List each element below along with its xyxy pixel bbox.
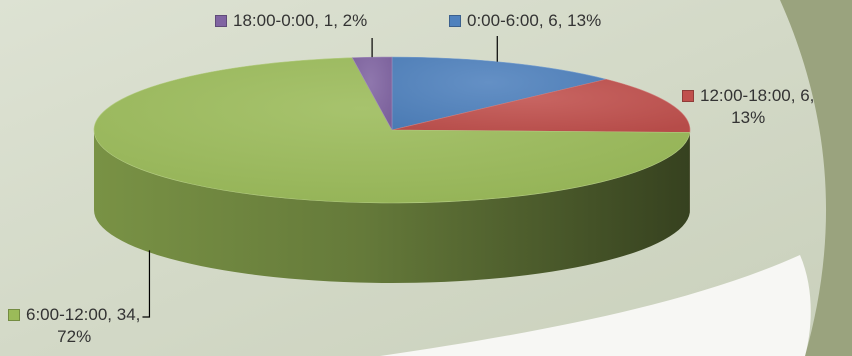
slide-swoosh-light <box>380 255 811 356</box>
slide-swoosh-dark <box>780 0 852 356</box>
pie-side-slice-2 <box>94 130 690 283</box>
pie-slice-6-00-12-00 <box>93 57 691 204</box>
leader-line-2 <box>142 250 151 318</box>
legend-key-18-0 <box>215 15 227 27</box>
data-label-slice-0: 0:00-6:00, 6, 13% <box>449 10 601 32</box>
leader-lines <box>142 36 498 318</box>
data-label-slice-2: 6:00-12:00, 34, 72% <box>8 304 140 348</box>
pie-top-face <box>93 56 691 204</box>
legend-key-6-12 <box>8 309 20 321</box>
pie-slice-12-00-18-00 <box>391 78 691 133</box>
pie-slice-0-00-6-00 <box>391 56 607 131</box>
pie-side-wall <box>94 130 690 283</box>
data-label-slice-3: 18:00-0:00, 1, 2% <box>215 10 367 32</box>
legend-key-12-18 <box>682 90 694 102</box>
data-label-slice-1: 12:00-18:00, 6, 13% <box>682 85 814 129</box>
legend-key-0-6 <box>449 15 461 27</box>
